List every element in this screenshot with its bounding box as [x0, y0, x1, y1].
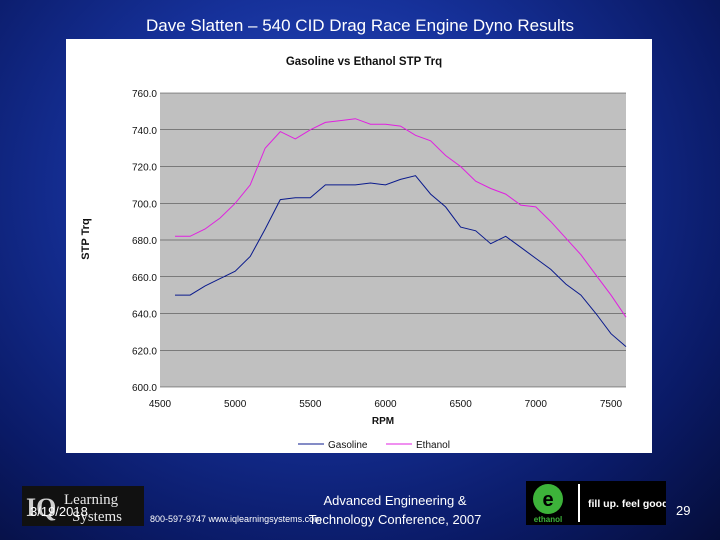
- legend-label-ethanol: Ethanol: [416, 440, 450, 451]
- iq-learning-logo: IQ Learning Systems: [22, 486, 144, 526]
- y-tick-label: 640.0: [132, 310, 157, 321]
- iq-logo-line2: Systems: [72, 509, 122, 525]
- ethanol-divider: [578, 484, 580, 522]
- iq-logo-mark: IQ: [26, 493, 56, 522]
- footer-contact: 800-597-9747 www.iqlearningsystems.com: [150, 514, 322, 524]
- legend-label-gasoline: Gasoline: [328, 440, 368, 451]
- chart-title: Gasoline vs Ethanol STP Trq: [286, 56, 442, 68]
- ethanol-e-icon: [533, 484, 563, 514]
- x-tick-label: 6500: [450, 399, 473, 410]
- conference-line-2: Technology Conference, 2007: [308, 512, 482, 527]
- x-tick-label: 5000: [224, 399, 247, 410]
- y-tick-label: 760.0: [132, 89, 157, 100]
- chart: Gasoline vs Ethanol STP Trq 600.0 620.0 64…: [66, 39, 652, 453]
- y-tick-label: 620.0: [132, 346, 157, 357]
- slide-date: 3/19/2018: [30, 504, 88, 519]
- series-line-gasoline: [175, 175, 627, 347]
- y-tick-labels: 600.0 620.0 640.0 660.0 680.0 700.0 720.0 740.0…: [132, 89, 157, 394]
- y-tick-label: 680.0: [132, 236, 157, 247]
- slide-title: Dave Slatten – 540 CID Drag Race Engine …: [145, 16, 575, 35]
- x-tick-label: 6000: [374, 399, 397, 410]
- x-axis-label: RPM: [372, 416, 394, 427]
- ethanol-e-glyph-icon: e: [542, 489, 553, 511]
- ethanol-slogan: fill up. feel good: [588, 498, 666, 510]
- ethanol-brand: ethanol: [534, 515, 562, 524]
- gridlines: [160, 92, 626, 388]
- y-tick-label: 660.0: [132, 273, 157, 284]
- y-tick-label: 740.0: [132, 126, 157, 137]
- y-tick-label: 720.0: [132, 163, 157, 174]
- x-tick-label: 5500: [299, 399, 322, 410]
- y-tick-label: 600.0: [132, 383, 157, 394]
- x-tick-label: 4500: [149, 399, 172, 410]
- legend: Gasoline Ethanol: [298, 440, 450, 451]
- conference-name: Advanced Engineering & Technology Confer…: [300, 491, 490, 529]
- iq-logo-line1: Learning: [64, 492, 119, 508]
- page-number: 29: [676, 503, 691, 518]
- conference-line-1: Advanced Engineering &: [323, 493, 467, 508]
- series-line-ethanol: [175, 118, 627, 318]
- y-axis-label: STP Trq: [80, 218, 92, 259]
- x-tick-label: 7500: [600, 399, 623, 410]
- series-lines: [175, 118, 627, 347]
- ethanol-logo: e ethanol fill up. feel good: [526, 481, 669, 525]
- x-tick-label: 7000: [525, 399, 548, 410]
- x-tick-labels: 4500 5000 5500 6000 6500 7000 7500: [149, 399, 623, 410]
- y-tick-label: 700.0: [132, 199, 157, 210]
